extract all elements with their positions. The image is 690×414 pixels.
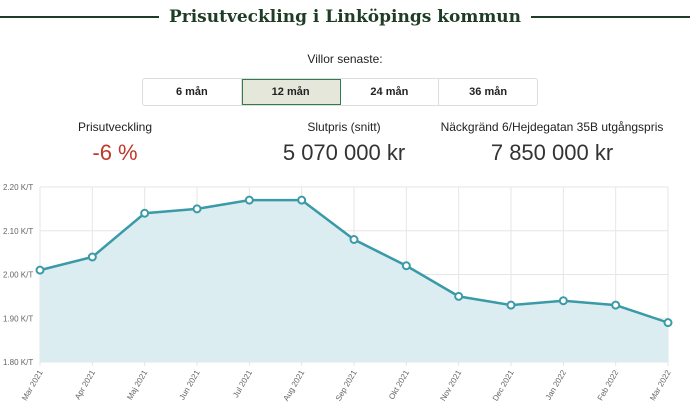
y-tick-label: 1.90 K/T [3,314,33,323]
stat-label: Slutpris (snitt) [307,120,381,134]
x-tick-label: Apr 2021 [73,368,97,401]
divider [0,16,159,18]
y-tick-label: 2.20 K/T [3,183,33,192]
data-point [611,300,621,310]
divider [531,16,690,18]
y-tick-label: 1.80 K/T [3,358,33,367]
x-tick-label: Jun 2021 [177,368,202,401]
data-point [401,261,411,271]
stat-avg-price: Slutpris (snitt) 5 070 000 kr [229,120,459,166]
x-tick-label: Aug 2021 [281,368,306,403]
x-tick-label: Mar 2021 [20,368,45,402]
x-tick-label: Dec 2021 [491,368,516,403]
filter-label: Villor senaste: [307,52,383,66]
data-point [349,235,359,244]
period-tabs: 6 mån 12 mån 24 mån 36 mån [142,78,538,106]
data-point [663,318,673,328]
stat-value: 7 850 000 kr [490,140,614,165]
section-header: Prisutveckling i Linköpings kommun [0,4,690,30]
data-point [244,195,254,205]
x-tick-label: Sep 2021 [334,368,359,403]
data-point [87,252,97,262]
x-tick-label: Nov 2021 [438,368,463,403]
data-point [140,208,150,218]
y-tick-label: 2.00 K/T [3,271,33,280]
stat-price-change: Prisutveckling -6 % [0,120,230,166]
x-tick-label: Mar 2022 [648,368,673,402]
data-point [558,296,568,306]
area-fill [40,200,668,362]
data-point [506,300,516,310]
x-tick-label: Jul 2021 [231,368,254,399]
data-point [297,195,307,205]
y-tick-label: 2.10 K/T [3,227,33,236]
x-tick-label: Maj 2021 [125,368,150,401]
tab-6-months[interactable]: 6 mån [143,79,242,105]
x-tick-label: Jan 2022 [544,368,569,401]
price-chart: 1.80 K/T 1.90 K/T 2.00 K/T 2.10 K/T 2.20 K/T… [3,183,673,403]
tab-36-months[interactable]: 36 mån [469,86,508,98]
x-tick-label: Okt 2021 [387,368,411,401]
tab-24-months[interactable]: 24 mån [341,79,440,105]
stat-value: 5 070 000 kr [282,140,406,165]
data-point [35,265,45,275]
page-title: Prisutveckling i Linköpings kommun [168,7,522,27]
stat-value: -6 % [92,140,138,165]
stat-label: Näckgränd 6/Hejdegatan 35B utgångspris [440,120,664,134]
stat-listing-price: Näckgränd 6/Hejdegatan 35B utgångspris 7… [437,120,667,166]
data-point [192,204,202,214]
data-point [454,291,464,301]
x-tick-label: Feb 2022 [596,368,621,402]
stat-label: Prisutveckling [77,120,153,134]
tab-12-months[interactable]: 12 mån [241,79,341,105]
